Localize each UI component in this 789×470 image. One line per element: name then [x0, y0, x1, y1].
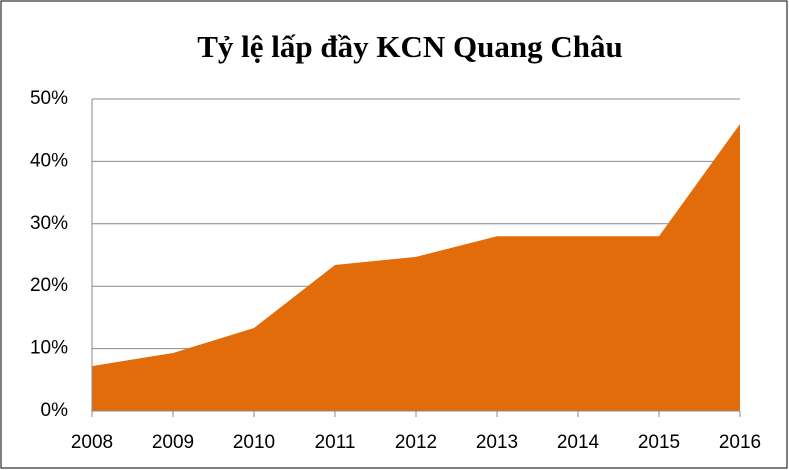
x-tick-label: 2012 — [395, 432, 437, 453]
x-tick-label: 2014 — [557, 432, 600, 453]
y-tick-label: 10% — [30, 338, 68, 359]
x-tick-label: 2015 — [638, 432, 680, 453]
x-tick-label: 2013 — [476, 432, 518, 453]
y-tick-label: 50% — [30, 88, 68, 109]
y-tick-label: 0% — [41, 400, 69, 421]
y-tick-label: 40% — [30, 150, 68, 171]
chart-title: Tỷ lệ lấp đầy KCN Quang Châu — [197, 29, 623, 64]
y-tick-label: 30% — [30, 213, 68, 234]
x-tick-label: 2011 — [315, 432, 356, 453]
x-tick-label: 2010 — [233, 432, 275, 453]
x-tick-label: 2008 — [71, 432, 113, 453]
area — [92, 123, 740, 412]
x-tick-label: 2009 — [152, 432, 194, 453]
y-tick-label: 20% — [30, 275, 68, 296]
x-tick-label: 2016 — [719, 432, 761, 453]
